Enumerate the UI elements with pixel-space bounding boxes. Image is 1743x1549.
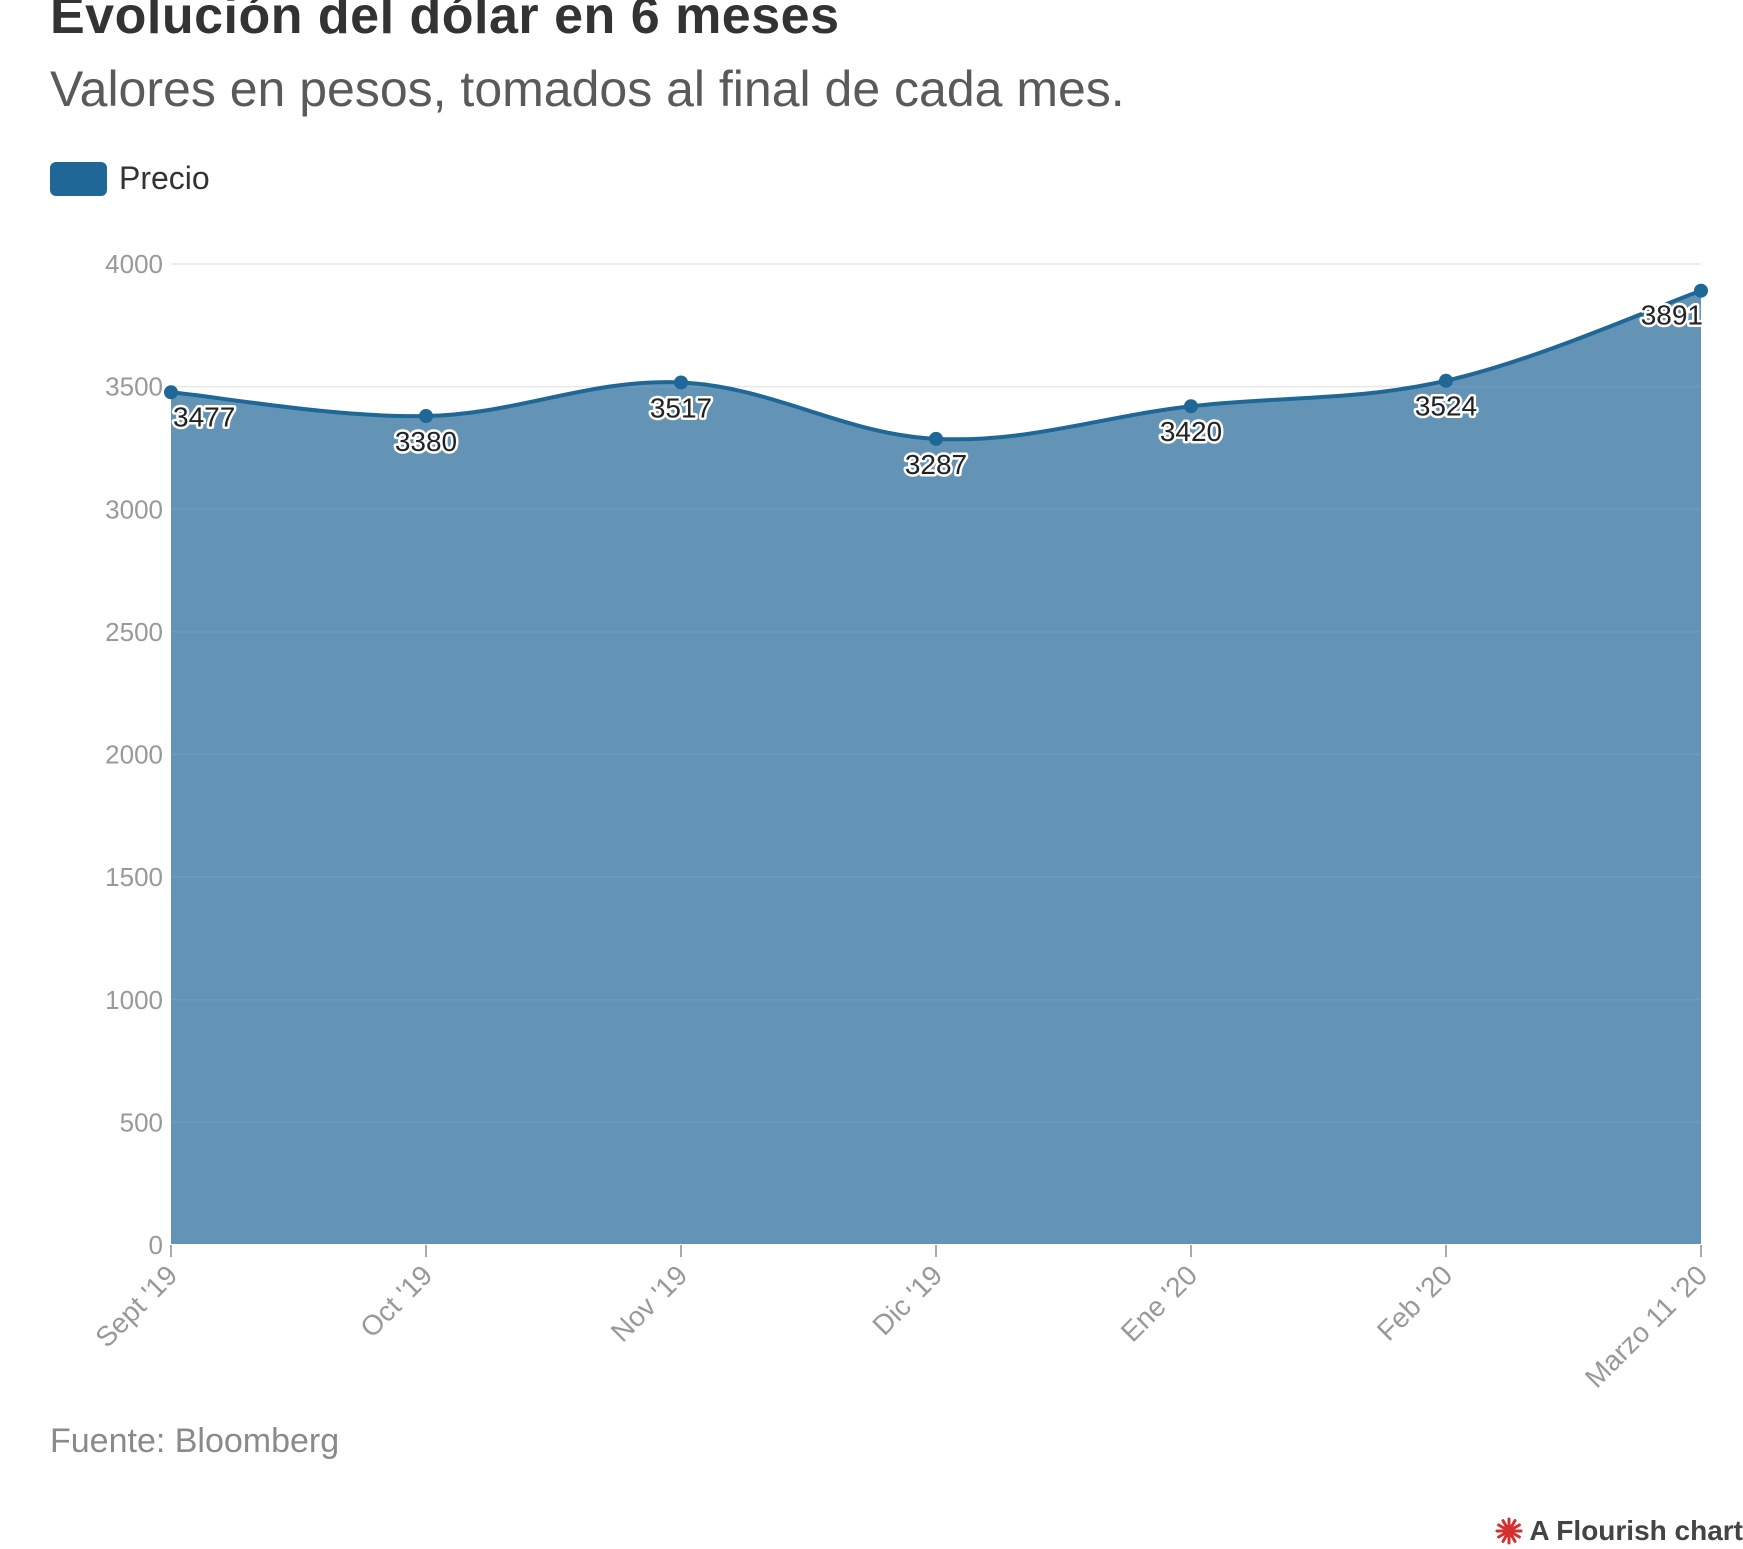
flourish-logo-icon	[1495, 1517, 1523, 1545]
point-layer	[164, 283, 1708, 446]
data-point	[1184, 399, 1198, 414]
data-label-halo: 3477	[173, 401, 235, 432]
data-point	[1694, 283, 1708, 298]
data-label: 3891	[1641, 300, 1703, 331]
data-label: 3380	[395, 426, 457, 457]
area-fill	[171, 290, 1701, 1245]
y-tick-label: 3500	[105, 372, 163, 402]
data-label-layer: 3477347733803380351735173287328734203420…	[171, 297, 1706, 482]
flourish-credit[interactable]: A Flourish chart	[1495, 1515, 1743, 1547]
data-label-halo: 3524	[1415, 391, 1477, 422]
y-tick-label: 500	[120, 1107, 163, 1137]
data-label: 3477	[173, 401, 235, 432]
x-tick-label: Ene '20	[1115, 1259, 1203, 1347]
legend: Precio	[50, 160, 210, 197]
data-label: 3524	[1415, 391, 1477, 422]
y-tick-label: 3000	[105, 494, 163, 524]
data-label: 3420	[1160, 416, 1222, 447]
y-tick-label: 2500	[105, 617, 163, 647]
chart-title: Evolución del dólar en 6 meses	[50, 0, 840, 45]
area-layer	[171, 263, 1701, 1245]
y-tick-label: 1500	[105, 862, 163, 892]
credit-text: A Flourish chart	[1529, 1515, 1743, 1546]
data-label-halo: 3380	[395, 426, 457, 457]
legend-label: Precio	[119, 160, 210, 196]
x-tick-label: Nov '19	[605, 1259, 693, 1347]
data-point	[164, 385, 178, 400]
data-label: 3287	[905, 449, 967, 480]
data-point	[674, 375, 688, 390]
x-tick-label: Dic '19	[866, 1259, 948, 1341]
credit-icon-core	[1503, 1525, 1516, 1537]
data-point	[1439, 373, 1453, 388]
data-label-halo: 3420	[1160, 416, 1222, 447]
data-label: 3517	[650, 392, 712, 423]
y-tick-label: 2000	[105, 740, 163, 770]
chart-subtitle: Valores en pesos, tomados al final de ca…	[50, 61, 1125, 117]
data-label-halo: 3517	[650, 392, 712, 423]
source-note: Fuente: Bloomberg	[50, 1422, 340, 1460]
data-label-halo: 3287	[905, 449, 967, 480]
x-tick-label: Sept '19	[89, 1259, 183, 1353]
legend-swatch	[50, 161, 107, 196]
x-tick-label: Feb '20	[1371, 1259, 1458, 1346]
y-tick-label: 1000	[105, 985, 163, 1015]
x-tick-label: Marzo 11 '20	[1579, 1259, 1713, 1393]
data-point	[419, 409, 433, 424]
x-tick-label: Oct '19	[354, 1259, 438, 1343]
data-label-halo: 3891	[1641, 300, 1703, 331]
data-point	[929, 431, 943, 446]
y-tick-label: 0	[149, 1230, 163, 1260]
y-tick-label: 4000	[105, 249, 163, 279]
